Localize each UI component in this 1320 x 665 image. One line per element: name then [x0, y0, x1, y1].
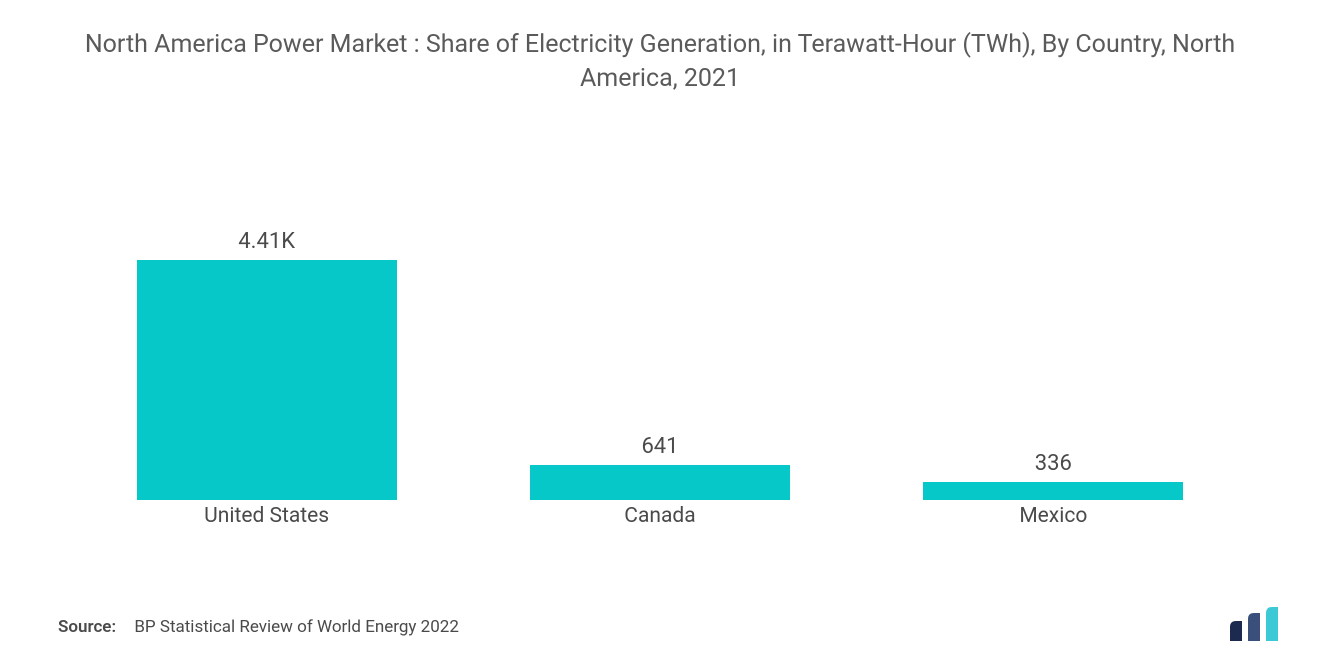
category-label: United States — [122, 504, 412, 528]
bar-chart: 4.41K 641 336 — [70, 200, 1250, 500]
category-label: Mexico — [908, 504, 1198, 528]
bar-canada — [530, 465, 790, 500]
source-label: Source: — [58, 617, 116, 637]
bar-mexico — [923, 482, 1183, 500]
category-label: Canada — [515, 504, 805, 528]
bar-value-label: 4.41K — [238, 229, 295, 254]
bar-group-us: 4.41K — [122, 229, 412, 500]
bar-group-mexico: 336 — [908, 451, 1198, 500]
bar-value-label: 641 — [641, 434, 678, 459]
source-text: BP Statistical Review of World Energy 20… — [134, 617, 459, 637]
source-citation: Source: BP Statistical Review of World E… — [58, 617, 459, 637]
brand-logo-icon — [1228, 607, 1284, 643]
bar-us — [137, 260, 397, 500]
bar-value-label: 336 — [1035, 451, 1072, 476]
bar-group-canada: 641 — [515, 434, 805, 500]
chart-title: North America Power Market : Share of El… — [0, 0, 1320, 96]
category-labels: United States Canada Mexico — [70, 504, 1250, 528]
